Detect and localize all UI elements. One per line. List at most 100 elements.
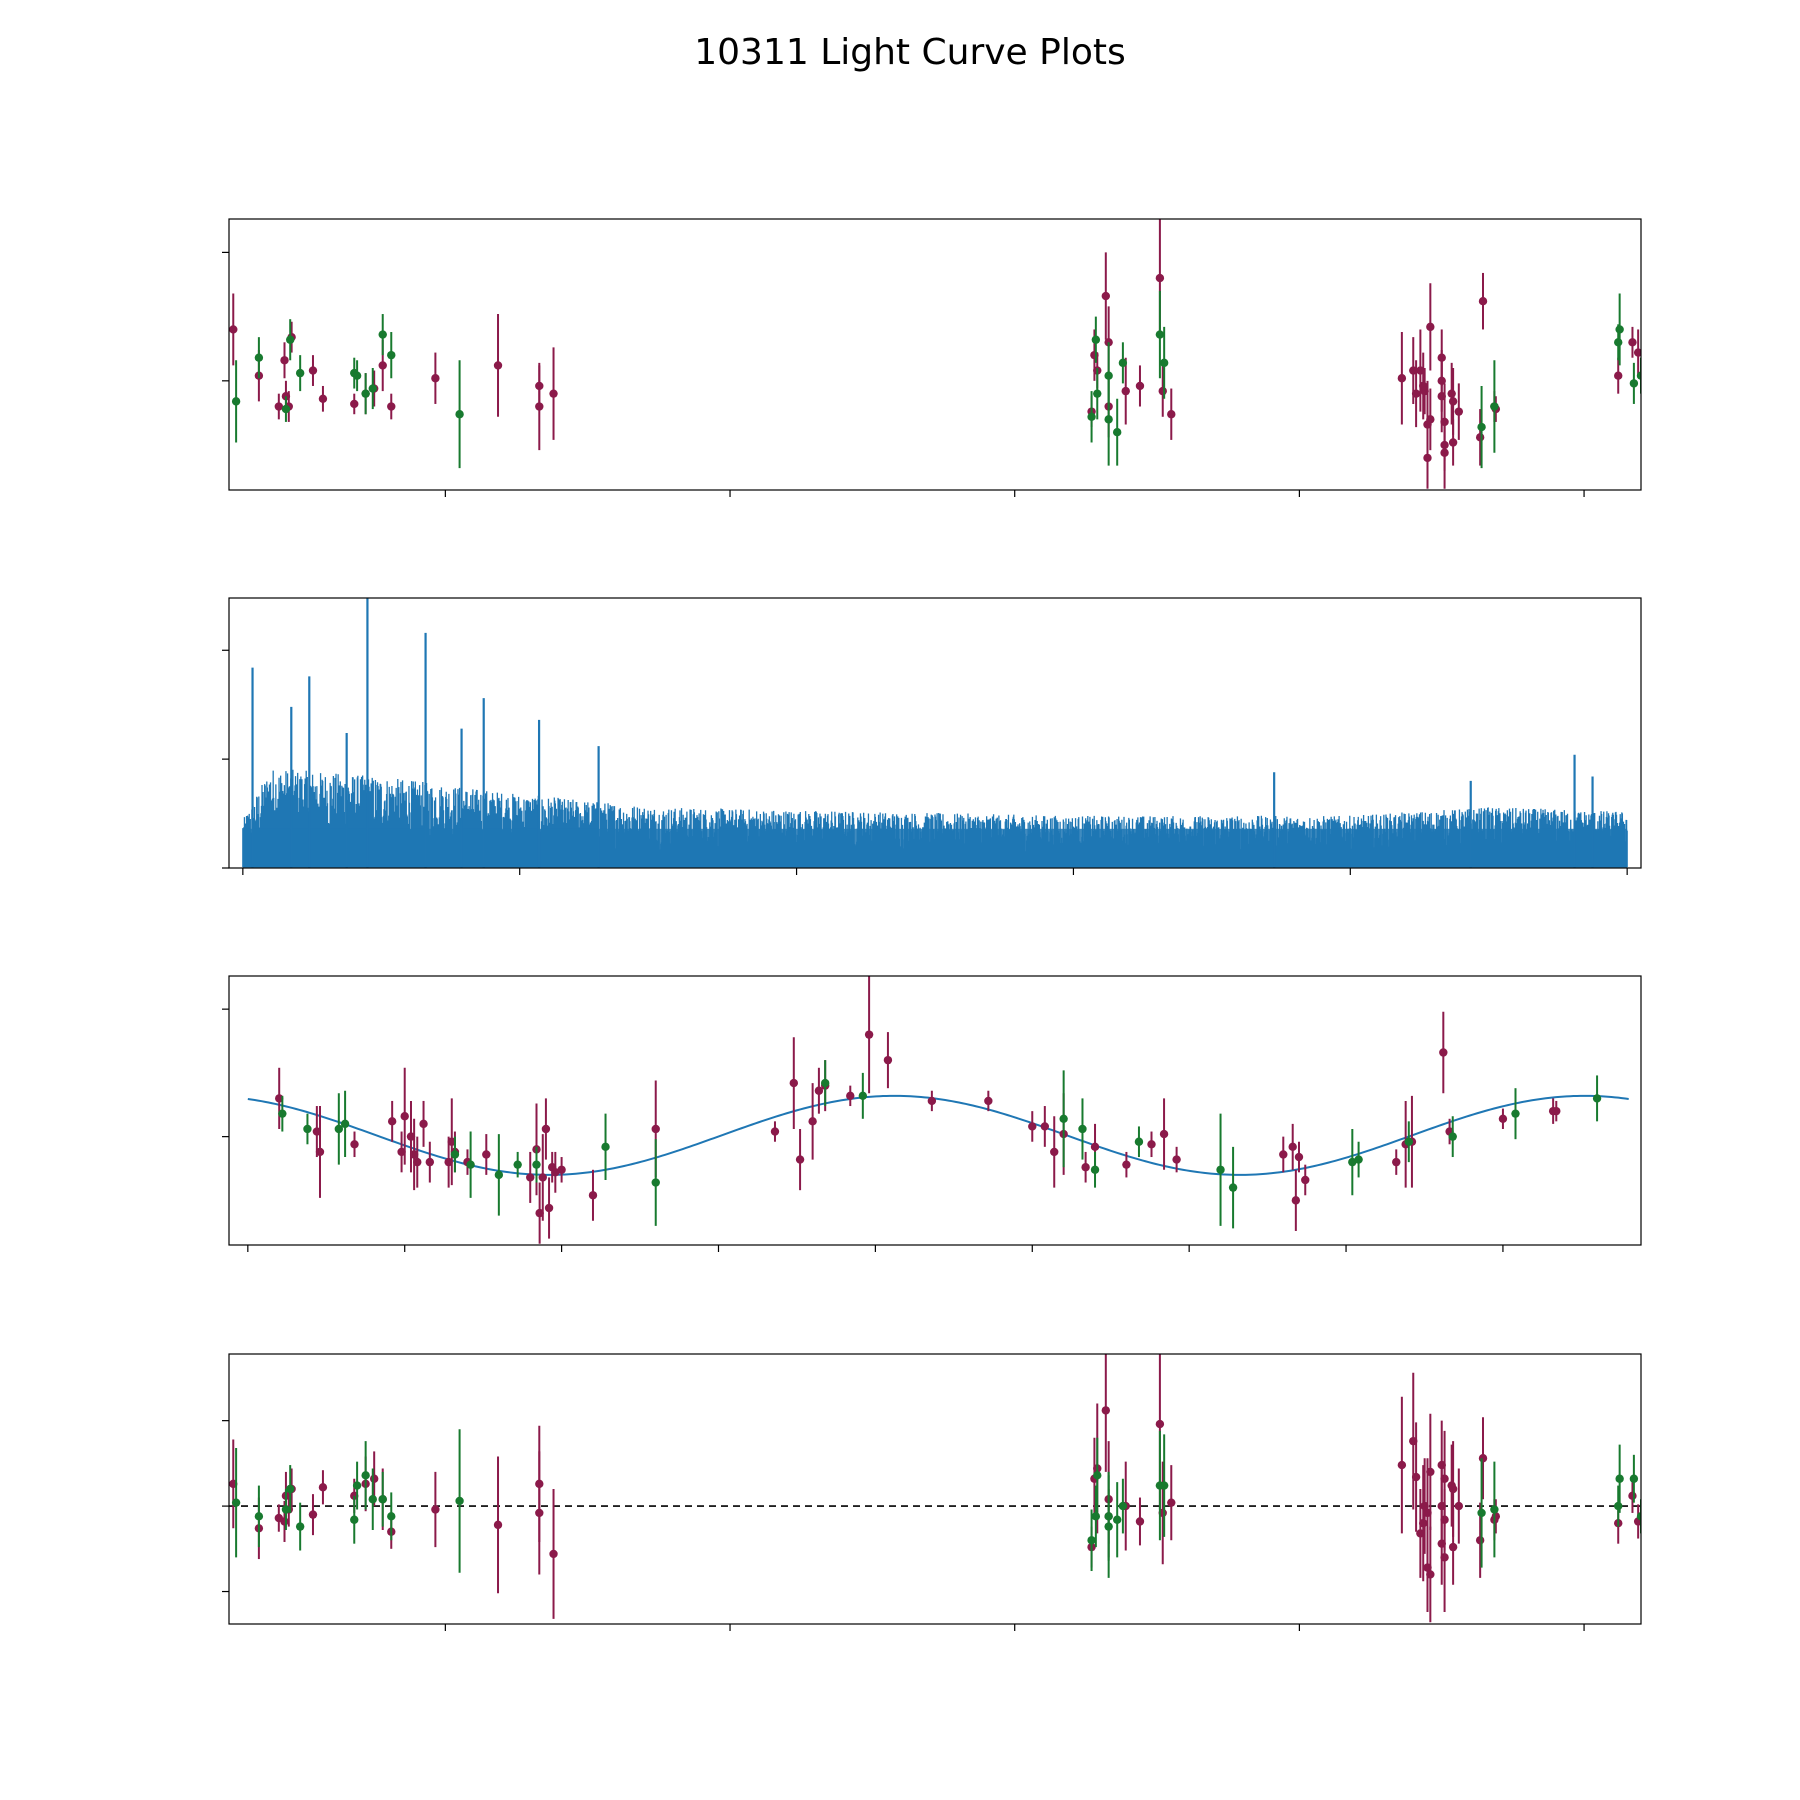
data-point [1477, 422, 1486, 432]
data-point [1636, 371, 1641, 380]
residuals-panel [222, 1353, 1642, 1631]
data-point [1159, 1129, 1169, 1139]
fit-curve [247, 1094, 1629, 1176]
axes-frame [228, 975, 1642, 1246]
data-point [340, 1119, 350, 1129]
data-point [1159, 1481, 1169, 1490]
data-point [1454, 407, 1464, 416]
data-point [1159, 358, 1169, 368]
data-point [1091, 335, 1101, 344]
data-point [1090, 1165, 1100, 1174]
data-point [984, 1096, 993, 1106]
data-point [1104, 415, 1113, 424]
data-point [493, 1520, 503, 1530]
data-point [1121, 386, 1130, 396]
data-point [413, 1157, 422, 1167]
data-point [334, 1124, 344, 1134]
data-point [1411, 389, 1421, 398]
data-point [425, 1157, 435, 1167]
data-point [1614, 338, 1623, 347]
data-point [350, 1140, 359, 1149]
data-point [927, 1096, 937, 1106]
data-point [369, 1474, 379, 1483]
axes-frame [228, 1353, 1642, 1625]
data-point [466, 1160, 475, 1169]
data-point [254, 353, 264, 362]
data-point [1118, 358, 1128, 368]
data-point [1478, 296, 1488, 306]
data-point [883, 1055, 893, 1065]
data-point [378, 361, 387, 370]
data-point [549, 389, 558, 398]
data-point [231, 397, 241, 406]
data-point [1101, 1406, 1111, 1415]
data-point [549, 1549, 558, 1559]
axes-frame [228, 218, 1642, 491]
plot-area [229, 219, 1641, 489]
data-point [361, 1471, 370, 1480]
data-point [450, 1150, 460, 1159]
data-point [864, 1030, 874, 1039]
data-point [1093, 1471, 1102, 1480]
data-point [1437, 376, 1446, 386]
data-point [1301, 1175, 1310, 1185]
data-point [318, 1483, 328, 1492]
data-point [538, 1173, 547, 1182]
data-point [308, 1510, 318, 1519]
data-point [280, 356, 289, 365]
data-point [1448, 1484, 1458, 1494]
data-point [387, 1512, 396, 1521]
phased-lightcurve-panel [222, 975, 1642, 1252]
data-point [1087, 1536, 1096, 1545]
data-point [1615, 325, 1624, 334]
data-point [1158, 386, 1167, 396]
data-point [1155, 1419, 1165, 1429]
data-point [447, 1137, 456, 1146]
data-point [770, 1127, 780, 1136]
data-point [1426, 415, 1435, 424]
data-point [858, 1091, 868, 1101]
figure-title: 10311 Light Curve Plots [694, 32, 1126, 73]
data-point [820, 1078, 830, 1088]
data-point [444, 1157, 453, 1167]
data-point [308, 366, 318, 375]
data-point [368, 384, 377, 393]
periodogram-dense-band [242, 828, 1628, 868]
data-point [1101, 291, 1111, 301]
data-point [406, 1132, 416, 1141]
data-point [808, 1117, 817, 1126]
data-point [1167, 410, 1176, 419]
data-point [318, 394, 328, 404]
data-point [1628, 1491, 1637, 1501]
data-point [1167, 1498, 1176, 1507]
data-point [387, 1117, 397, 1126]
data-point [814, 1086, 824, 1095]
data-point [1614, 371, 1623, 380]
data-point [532, 1160, 541, 1169]
data-point [1279, 1150, 1288, 1159]
data-point [1155, 273, 1165, 283]
data-point [1419, 1518, 1428, 1528]
data-point [1498, 1114, 1508, 1123]
data-point [513, 1160, 522, 1169]
data-point [544, 1203, 554, 1213]
data-point [397, 1147, 406, 1157]
data-point [1155, 330, 1165, 339]
data-point [482, 1150, 491, 1159]
data-point [295, 368, 305, 378]
data-point [409, 1150, 419, 1159]
filter-red-series [229, 219, 1641, 489]
data-point [1087, 412, 1096, 421]
data-point [1629, 379, 1639, 388]
data-point [493, 361, 503, 370]
data-point [387, 350, 396, 360]
data-point [789, 1078, 798, 1088]
data-point [378, 1495, 387, 1504]
data-point [1490, 1505, 1499, 1514]
data-point [1104, 371, 1113, 380]
data-point [1439, 1048, 1448, 1057]
data-point [494, 1170, 504, 1180]
data-point [1397, 1460, 1407, 1470]
data-point [315, 1147, 325, 1157]
